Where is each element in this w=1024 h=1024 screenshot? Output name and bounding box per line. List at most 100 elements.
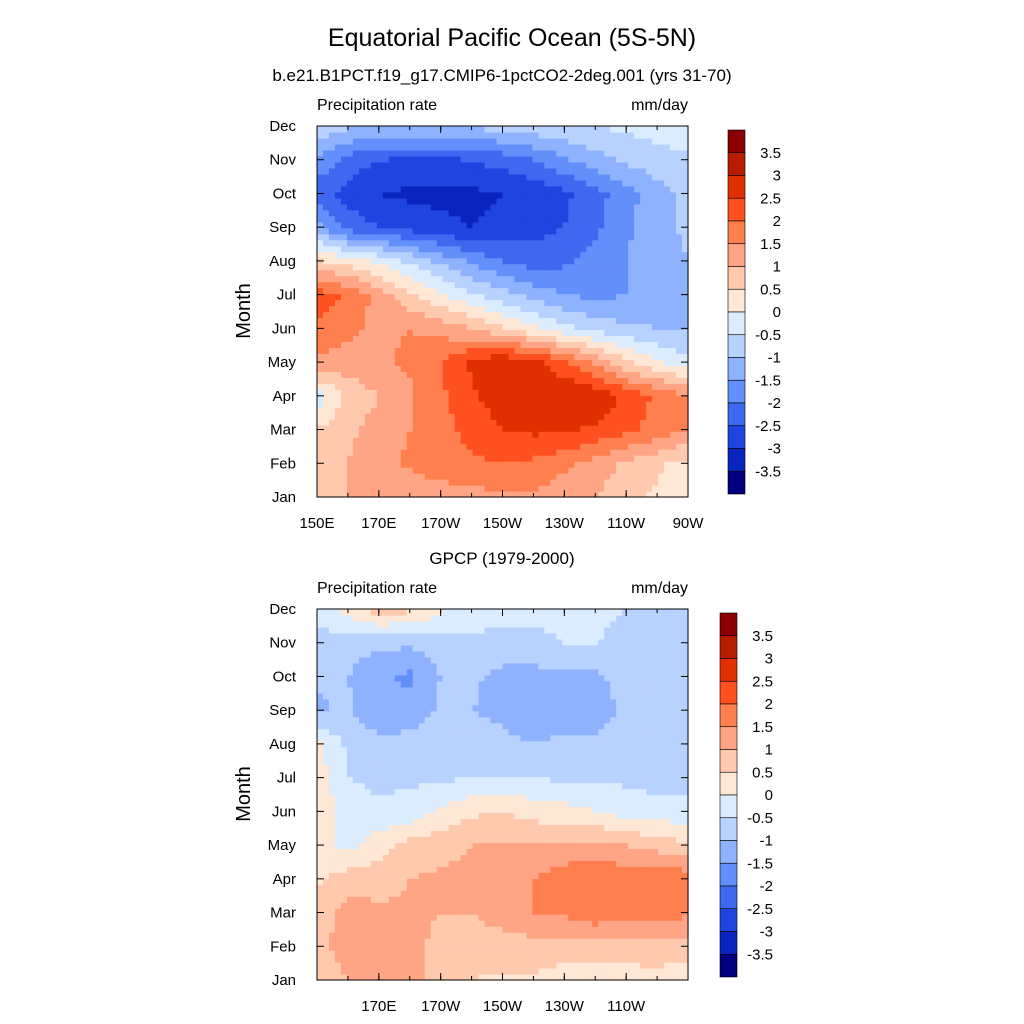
heatmap-cell [412, 950, 420, 957]
panel-1-units-label: mm/day [631, 97, 688, 114]
heatmap-cell [460, 347, 468, 354]
heatmap-cell [400, 149, 408, 157]
heatmap-cell [604, 950, 611, 957]
heatmap-cell [610, 896, 617, 903]
heatmap-cell [400, 950, 408, 957]
heatmap-cell [322, 920, 330, 927]
heatmap-cell [616, 251, 623, 259]
heatmap-cell [616, 920, 623, 927]
heatmap-cell [322, 335, 330, 343]
heatmap-cell [658, 944, 665, 951]
heatmap-cell [317, 485, 324, 492]
heatmap-cell [586, 950, 593, 957]
heatmap-cell [568, 485, 575, 492]
heatmap-cell [682, 377, 689, 384]
heatmap-cell [670, 461, 677, 468]
heatmap-cell [472, 389, 480, 396]
heatmap-cell [610, 413, 617, 420]
heatmap-cell [376, 419, 384, 426]
heatmap-cell [502, 269, 510, 277]
heatmap-cell [454, 305, 462, 313]
heatmap-cell [670, 437, 677, 444]
heatmap-cell [568, 932, 575, 939]
heatmap-cell [616, 167, 623, 175]
heatmap-cell [556, 431, 563, 438]
heatmap-cell [640, 209, 647, 217]
heatmap-cell [430, 473, 438, 480]
heatmap-cell [526, 944, 534, 951]
heatmap-cell [616, 914, 623, 921]
heatmap-cell [562, 425, 569, 432]
heatmap-cell [622, 335, 629, 343]
heatmap-cell [412, 131, 420, 139]
heatmap-cell [538, 131, 545, 139]
heatmap-cell [436, 479, 444, 486]
heatmap-cell [634, 461, 641, 468]
heatmap-cell [682, 227, 689, 235]
heatmap-cell [340, 239, 348, 247]
heatmap-cell [317, 395, 324, 402]
heatmap-cell [526, 956, 534, 963]
heatmap-cell [580, 299, 587, 307]
heatmap-cell [466, 467, 474, 474]
heatmap-cell [640, 962, 647, 969]
heatmap-cell [376, 413, 384, 420]
heatmap-cell [448, 902, 456, 909]
heatmap-cell [604, 323, 611, 331]
heatmap-cell [622, 185, 629, 193]
heatmap-cell [436, 329, 444, 337]
heatmap-cell [490, 401, 498, 408]
heatmap-cell [460, 359, 468, 366]
heatmap-cell [598, 449, 605, 456]
heatmap-cell [502, 425, 510, 432]
heatmap-cell [496, 926, 504, 933]
heatmap-cell [634, 293, 641, 301]
heatmap-cell [424, 443, 432, 450]
heatmap-cell [317, 293, 324, 301]
heatmap-cell [574, 335, 581, 343]
heatmap-cell [418, 323, 426, 331]
heatmap-cell [334, 884, 342, 891]
heatmap-cell [610, 473, 617, 480]
heatmap-cell [664, 950, 671, 957]
heatmap-cell [526, 281, 534, 289]
heatmap-cell [352, 287, 360, 295]
heatmap-cell [490, 437, 498, 444]
heatmap-cell [370, 323, 378, 331]
heatmap-cell [556, 305, 563, 313]
heatmap-cell [550, 938, 557, 945]
heatmap-cell [682, 902, 689, 909]
heatmap-cell [604, 932, 611, 939]
heatmap-cell [328, 179, 336, 187]
heatmap-cell [682, 203, 689, 211]
heatmap-cell [418, 335, 426, 343]
heatmap-cell [526, 938, 534, 945]
heatmap-cell [520, 179, 528, 187]
heatmap-cell [317, 329, 324, 337]
heatmap-cell [568, 890, 575, 897]
heatmap-cell [430, 287, 438, 295]
heatmap-cell [526, 311, 534, 319]
heatmap-cell [628, 962, 635, 969]
heatmap-cell [568, 944, 575, 951]
heatmap-cell [604, 890, 611, 897]
heatmap-cell [340, 197, 348, 205]
heatmap-cell [622, 932, 629, 939]
heatmap-cell [382, 371, 390, 378]
heatmap-cell [340, 455, 348, 462]
heatmap-cell [460, 371, 468, 378]
x-tick-label: 150E [299, 515, 334, 532]
heatmap-cell [448, 239, 456, 247]
heatmap-cell [484, 944, 492, 951]
heatmap-cell [682, 491, 689, 498]
heatmap-cell [514, 323, 522, 331]
heatmap-cell [448, 329, 456, 337]
heatmap-cell [370, 467, 378, 474]
heatmap-cell [358, 275, 366, 283]
heatmap-cell [406, 884, 414, 891]
heatmap-cell [424, 461, 432, 468]
heatmap-cell [616, 419, 623, 426]
heatmap-cell [532, 419, 539, 426]
heatmap-cell [364, 461, 372, 468]
heatmap-cell [328, 932, 336, 939]
